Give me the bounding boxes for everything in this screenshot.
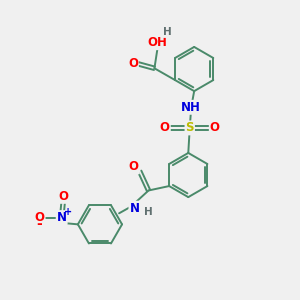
Text: O: O — [160, 122, 170, 134]
Text: H: H — [163, 27, 172, 37]
Text: O: O — [210, 122, 220, 134]
Text: O: O — [129, 160, 139, 173]
Text: N: N — [57, 211, 67, 224]
Text: O: O — [128, 57, 138, 70]
Text: H: H — [144, 207, 153, 217]
Text: N: N — [129, 202, 140, 215]
Text: S: S — [185, 122, 194, 134]
Text: O: O — [58, 190, 68, 203]
Text: O: O — [34, 211, 45, 224]
Text: +: + — [64, 207, 72, 217]
Text: OH: OH — [147, 36, 167, 49]
Text: NH: NH — [181, 101, 201, 114]
Text: -: - — [37, 217, 43, 231]
